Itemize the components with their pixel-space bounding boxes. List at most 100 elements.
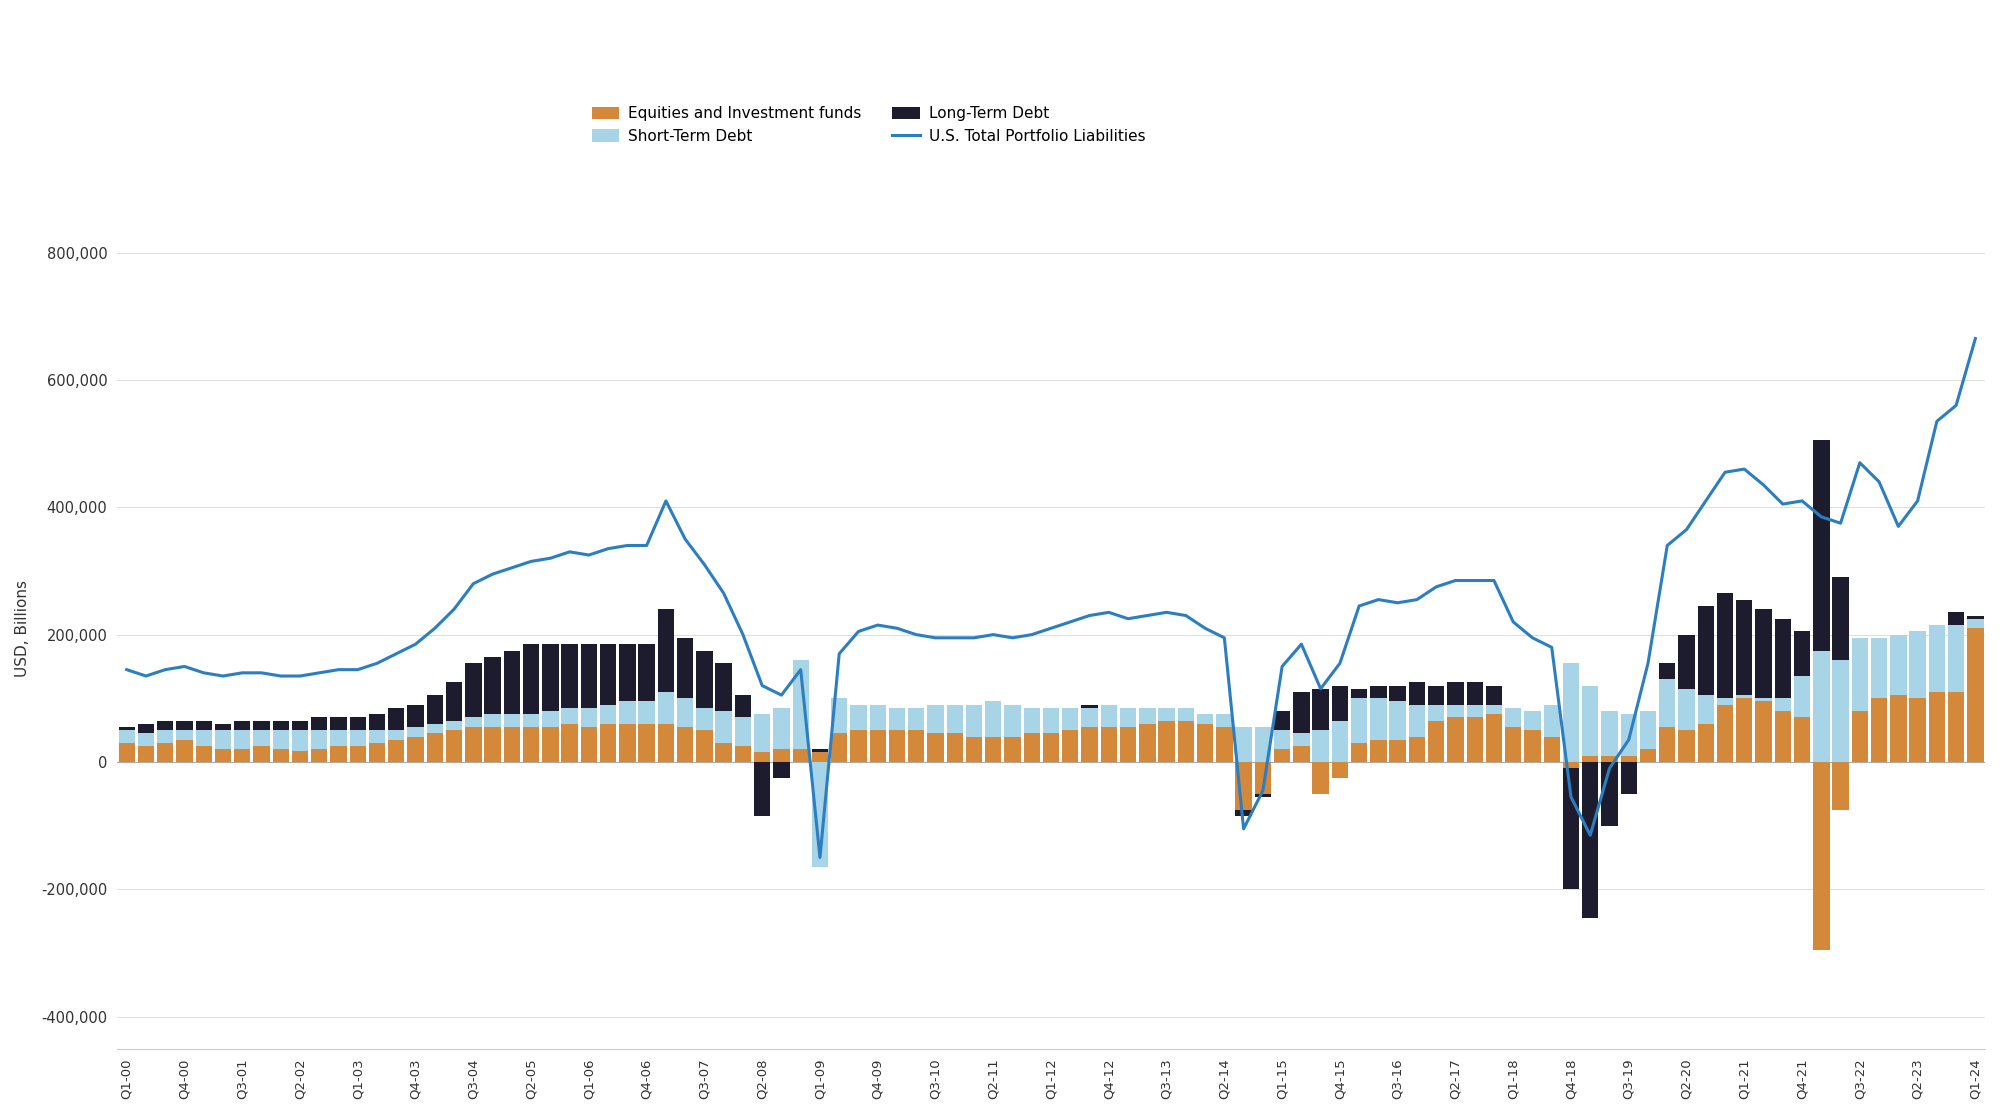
Bar (928, 705, 944, 762)
Bar (676, 638, 694, 762)
Bar (1178, 711, 1194, 762)
Bar (812, 752, 828, 762)
Bar (1620, 755, 1636, 762)
Bar (466, 727, 482, 762)
Bar (138, 733, 154, 762)
Bar (466, 717, 482, 762)
Bar (1794, 676, 1810, 762)
Bar (484, 714, 500, 762)
Bar (1004, 721, 1020, 762)
Bar (1968, 616, 1984, 762)
Bar (1582, 755, 1598, 762)
Bar (1332, 685, 1348, 762)
Bar (234, 721, 250, 762)
Bar (716, 711, 732, 762)
Bar (850, 730, 866, 762)
Bar (158, 743, 174, 762)
Bar (312, 717, 328, 762)
Bar (658, 692, 674, 762)
Bar (446, 683, 462, 762)
Bar (330, 717, 346, 762)
Bar (1852, 638, 1868, 762)
Bar (522, 727, 540, 762)
Bar (1852, 638, 1868, 762)
Bar (1408, 705, 1426, 762)
Bar (350, 730, 366, 762)
Bar (832, 746, 848, 762)
Bar (408, 736, 424, 762)
Bar (754, 762, 770, 817)
Bar (214, 724, 232, 762)
Bar (1042, 733, 1060, 762)
Bar (234, 750, 250, 762)
Bar (426, 724, 444, 762)
Bar (138, 746, 154, 762)
Bar (1524, 730, 1540, 762)
Bar (118, 730, 134, 762)
Bar (272, 750, 288, 762)
Bar (1466, 683, 1482, 762)
Bar (1756, 702, 1772, 762)
Bar (1236, 762, 1252, 810)
Bar (946, 724, 962, 762)
Bar (1274, 750, 1290, 762)
Bar (1620, 762, 1636, 794)
Bar (272, 730, 288, 762)
Bar (408, 727, 424, 762)
Bar (1004, 705, 1020, 762)
Bar (1544, 730, 1560, 762)
Bar (1062, 730, 1078, 762)
Bar (1506, 707, 1522, 762)
Bar (1794, 717, 1810, 762)
Bar (986, 736, 1002, 762)
Bar (870, 730, 886, 762)
Bar (1544, 736, 1560, 762)
Bar (234, 730, 250, 762)
Bar (292, 751, 308, 762)
Bar (1870, 698, 1888, 762)
Bar (716, 743, 732, 762)
Bar (388, 730, 404, 762)
Bar (1082, 705, 1098, 762)
Bar (542, 711, 558, 762)
Bar (600, 644, 616, 762)
Bar (254, 730, 270, 762)
Bar (716, 663, 732, 762)
Bar (1062, 707, 1078, 762)
Bar (542, 644, 558, 762)
Bar (1756, 698, 1772, 762)
Bar (272, 721, 288, 762)
Bar (1506, 711, 1522, 762)
Bar (158, 721, 174, 762)
Bar (1832, 762, 1848, 810)
Bar (1698, 695, 1714, 762)
Bar (620, 724, 636, 762)
Bar (1004, 736, 1020, 762)
Bar (1042, 707, 1060, 762)
Bar (1120, 727, 1136, 762)
Bar (1640, 750, 1656, 762)
Bar (1602, 762, 1618, 825)
Bar (638, 702, 654, 762)
Bar (870, 705, 886, 762)
Bar (350, 717, 366, 762)
Bar (1832, 577, 1848, 762)
Bar (1562, 663, 1580, 762)
Bar (946, 733, 962, 762)
Bar (1486, 714, 1502, 762)
Bar (1870, 670, 1888, 762)
Bar (312, 730, 328, 762)
Bar (254, 746, 270, 762)
Bar (484, 657, 500, 762)
Bar (620, 702, 636, 762)
Bar (1390, 740, 1406, 762)
Bar (312, 750, 328, 762)
Bar (1216, 714, 1232, 762)
Bar (1120, 707, 1136, 762)
Bar (1716, 698, 1734, 762)
Bar (1678, 730, 1694, 762)
Bar (908, 730, 924, 762)
Bar (1968, 628, 1984, 762)
Bar (1140, 724, 1156, 762)
Bar (1350, 698, 1368, 762)
